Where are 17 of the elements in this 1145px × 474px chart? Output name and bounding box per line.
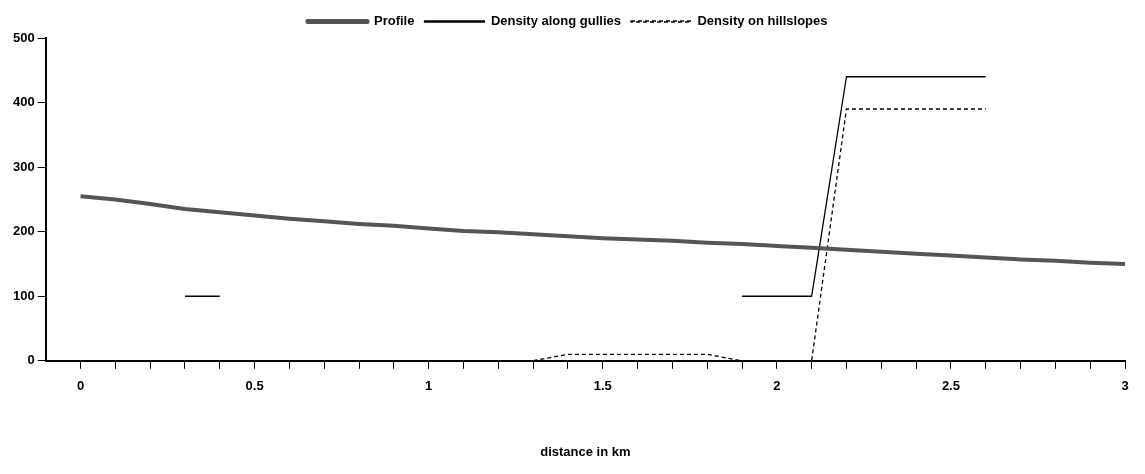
legend-label: Density along gullies — [490, 13, 621, 29]
x-tick-label: 1.5 — [593, 378, 612, 394]
y-tick-label: 0 — [27, 352, 35, 368]
x-axis-title: distance in km — [540, 443, 631, 459]
y-tick-label: 100 — [12, 287, 35, 303]
x-tick-label: 0.5 — [245, 378, 264, 394]
x-tick-label: 0 — [76, 378, 85, 394]
y-tick-label: 400 — [12, 94, 35, 110]
legend-label: Profile — [374, 13, 415, 29]
x-tick-label: 1 — [425, 378, 433, 394]
y-tick-label: 500 — [12, 29, 35, 45]
legend-label: Density on hillslopes — [697, 13, 828, 29]
y-tick-label: 300 — [12, 158, 35, 174]
x-tick-label: 2 — [773, 378, 781, 394]
x-tick-label: 2.5 — [941, 378, 960, 394]
y-tick-label: 200 — [12, 223, 35, 239]
x-tick-label: 3 — [1121, 378, 1129, 394]
